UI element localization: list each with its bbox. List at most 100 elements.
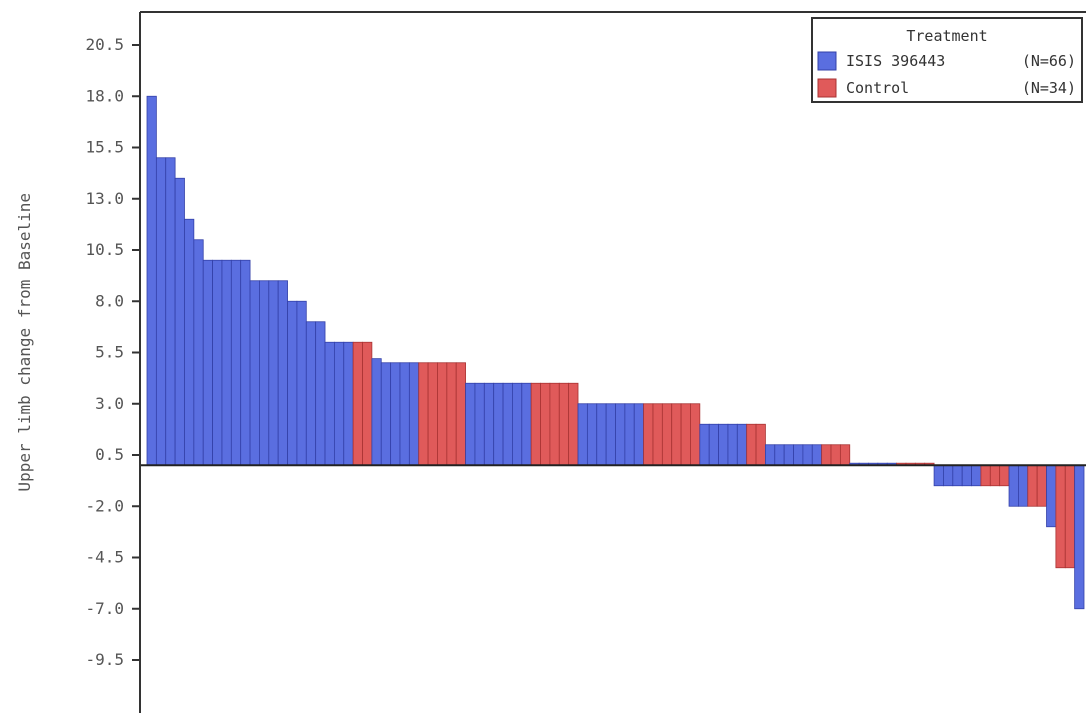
bar-isis-396443 bbox=[727, 423, 738, 466]
bar-control bbox=[446, 362, 457, 466]
bar-isis-396443 bbox=[1008, 464, 1019, 507]
bar-isis-396443 bbox=[380, 362, 392, 466]
bar-isis-396443 bbox=[633, 403, 645, 466]
bar-isis-396443 bbox=[202, 259, 213, 466]
legend-count-control: (N=34) bbox=[1022, 79, 1076, 97]
bar-isis-396443 bbox=[718, 423, 729, 466]
bar-control bbox=[1027, 464, 1038, 507]
y-tick-label: 18.0 bbox=[85, 86, 124, 105]
bar-isis-396443 bbox=[811, 444, 823, 466]
bar-isis-396443 bbox=[324, 341, 335, 466]
bar-isis-396443 bbox=[596, 403, 607, 466]
bar-isis-396443 bbox=[408, 362, 420, 466]
legend-label-isis: ISIS 396443 bbox=[846, 52, 945, 70]
bar-control bbox=[839, 444, 851, 466]
bar-isis-396443 bbox=[193, 239, 204, 466]
bar-isis-396443 bbox=[783, 444, 794, 466]
bar-isis-396443 bbox=[971, 464, 982, 487]
bar-isis-396443 bbox=[961, 464, 972, 487]
bar-isis-396443 bbox=[1046, 464, 1057, 528]
bar-isis-396443 bbox=[624, 403, 635, 466]
bar-control bbox=[690, 403, 701, 466]
bar-isis-396443 bbox=[474, 382, 485, 466]
y-tick-label: -7.0 bbox=[85, 599, 124, 618]
bar-isis-396443 bbox=[277, 280, 288, 466]
bar-isis-396443 bbox=[221, 259, 232, 466]
bar-control bbox=[455, 362, 466, 466]
bar-isis-396443 bbox=[240, 259, 251, 466]
bar-isis-396443 bbox=[1018, 464, 1029, 507]
bar-isis-396443 bbox=[259, 280, 270, 466]
bar-control bbox=[661, 403, 673, 466]
bar-isis-396443 bbox=[736, 423, 748, 466]
bar-isis-396443 bbox=[287, 300, 298, 466]
bar-control bbox=[418, 362, 429, 466]
bar-control bbox=[568, 382, 579, 466]
legend-swatch-isis bbox=[817, 51, 837, 71]
y-tick-label: 5.5 bbox=[95, 343, 124, 362]
y-tick-label: 10.5 bbox=[85, 240, 124, 259]
bar-isis-396443 bbox=[483, 382, 495, 466]
bar-isis-396443 bbox=[502, 382, 513, 466]
bar-isis-396443 bbox=[333, 341, 345, 466]
y-tick-label: 13.0 bbox=[85, 189, 124, 208]
bar-control bbox=[558, 382, 570, 466]
bar-isis-396443 bbox=[146, 95, 157, 466]
bar-control bbox=[352, 341, 363, 466]
y-axis-title: Upper limb change from Baseline bbox=[15, 193, 34, 492]
bar-isis-396443 bbox=[249, 280, 260, 466]
bar-control bbox=[755, 423, 766, 466]
bar-isis-396443 bbox=[212, 259, 223, 466]
bar-control bbox=[980, 464, 991, 487]
bar-control bbox=[821, 444, 832, 466]
bar-control bbox=[540, 382, 551, 466]
bar-isis-396443 bbox=[802, 444, 813, 466]
bar-isis-396443 bbox=[933, 464, 944, 487]
bar-control bbox=[999, 464, 1010, 487]
bar-isis-396443 bbox=[230, 259, 242, 466]
bar-control bbox=[530, 382, 541, 466]
y-tick-label: 8.0 bbox=[95, 291, 124, 310]
bar-isis-396443 bbox=[952, 464, 963, 487]
bar-control bbox=[362, 341, 373, 466]
legend-swatch-control bbox=[817, 78, 837, 98]
bar-isis-396443 bbox=[699, 423, 710, 466]
legend-label-control: Control bbox=[846, 79, 909, 97]
bar-control bbox=[1064, 464, 1076, 569]
bar-isis-396443 bbox=[315, 321, 326, 466]
bar-isis-396443 bbox=[305, 321, 317, 466]
bar-control bbox=[1055, 464, 1066, 569]
y-tick-label: -2.0 bbox=[85, 496, 124, 515]
bar-isis-396443 bbox=[371, 358, 382, 466]
bar-isis-396443 bbox=[296, 300, 307, 466]
bar-isis-396443 bbox=[512, 382, 523, 466]
bar-control bbox=[427, 362, 438, 466]
bar-isis-396443 bbox=[793, 444, 804, 466]
bar-isis-396443 bbox=[184, 218, 195, 466]
bar-control bbox=[989, 464, 1001, 487]
bars-layer bbox=[146, 95, 1085, 610]
bar-control bbox=[1036, 464, 1047, 507]
bar-isis-396443 bbox=[521, 382, 532, 466]
bar-isis-396443 bbox=[390, 362, 401, 466]
y-axis-ticks: 20.5 18.0 15.5 13.0 10.5 8.0 5.5 3.0 0.5 -2.0 -4.5… bbox=[85, 35, 140, 669]
y-tick-label: 20.5 bbox=[85, 35, 124, 54]
bar-isis-396443 bbox=[465, 382, 476, 466]
bar-isis-396443 bbox=[708, 423, 719, 466]
bar-control bbox=[652, 403, 663, 466]
bar-isis-396443 bbox=[943, 464, 954, 487]
bar-isis-396443 bbox=[268, 280, 279, 466]
bar-isis-396443 bbox=[615, 403, 626, 466]
bar-control bbox=[437, 362, 448, 466]
legend-count-isis: (N=66) bbox=[1022, 52, 1076, 70]
y-tick-label: 0.5 bbox=[95, 445, 124, 464]
bar-isis-396443 bbox=[155, 157, 167, 466]
bar-control bbox=[830, 444, 841, 466]
bar-control bbox=[680, 403, 691, 466]
y-tick-label: 15.5 bbox=[85, 138, 124, 157]
bar-control bbox=[746, 423, 757, 466]
legend-frame bbox=[811, 17, 1083, 103]
bar-isis-396443 bbox=[774, 444, 785, 466]
